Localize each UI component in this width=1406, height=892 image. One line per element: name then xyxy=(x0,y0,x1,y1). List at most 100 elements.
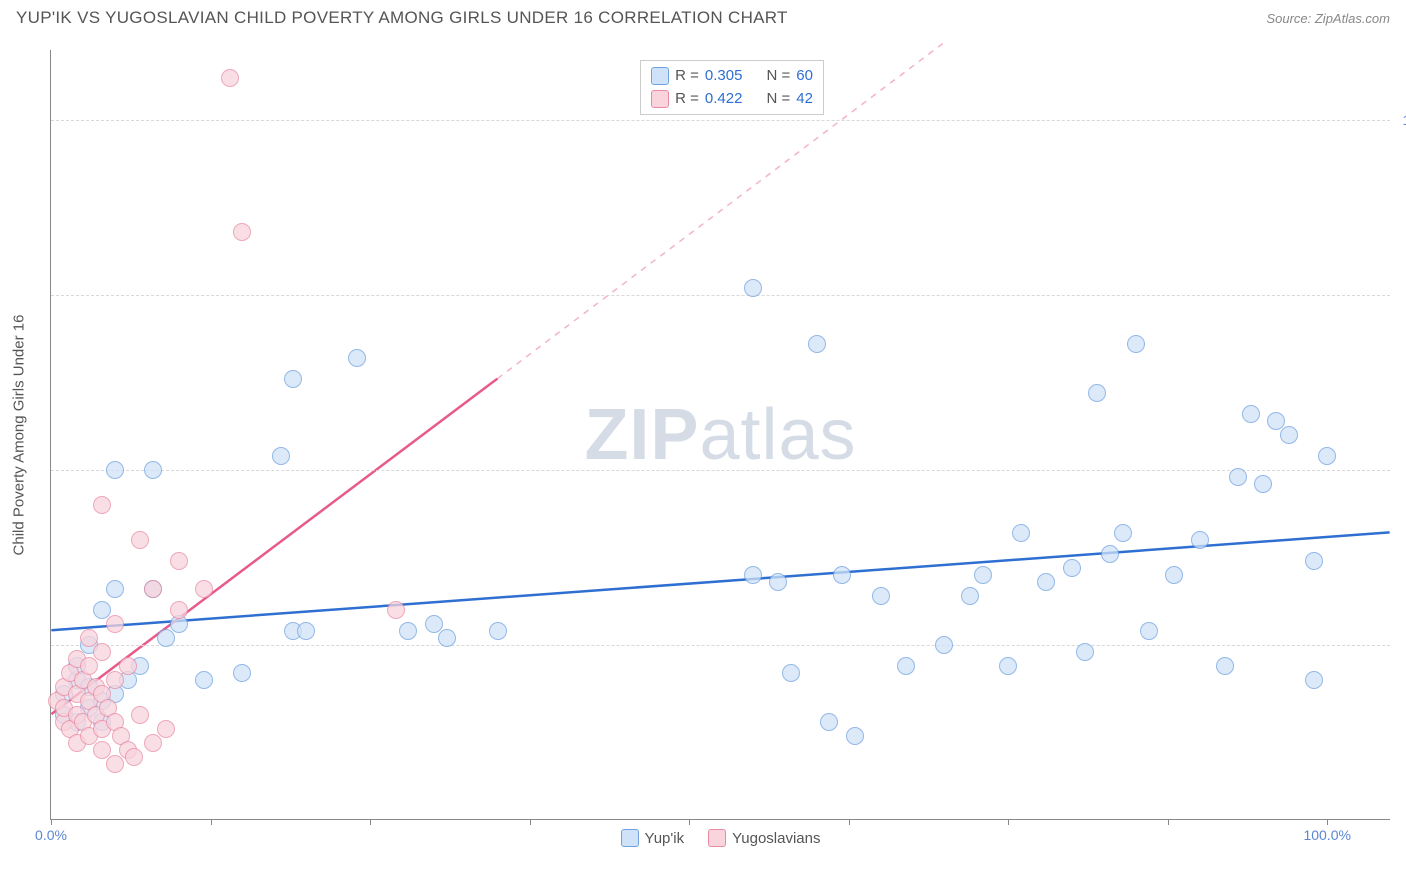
data-point-yugoslavians xyxy=(80,657,98,675)
data-point-yupik xyxy=(489,622,507,640)
data-point-yupik xyxy=(144,461,162,479)
data-point-yupik xyxy=(935,636,953,654)
data-point-yugoslavians xyxy=(144,580,162,598)
data-point-yupik xyxy=(1305,671,1323,689)
trend-line xyxy=(51,532,1389,630)
r-label: R = xyxy=(675,88,699,111)
x-tick xyxy=(1327,819,1328,825)
swatch-yugoslavians xyxy=(708,829,726,847)
data-point-yugoslavians xyxy=(170,601,188,619)
source-attribution: Source: ZipAtlas.com xyxy=(1266,11,1390,26)
y-axis-label: Child Poverty Among Girls Under 16 xyxy=(11,314,28,555)
data-point-yugoslavians xyxy=(125,748,143,766)
n-value: 42 xyxy=(796,88,813,111)
stats-row-yupik: R = 0.305N = 60 xyxy=(651,65,813,88)
data-point-yupik xyxy=(348,349,366,367)
data-point-yugoslavians xyxy=(106,755,124,773)
data-point-yupik xyxy=(106,461,124,479)
data-point-yupik xyxy=(808,335,826,353)
data-point-yugoslavians xyxy=(387,601,405,619)
x-tick xyxy=(849,819,850,825)
gridline xyxy=(51,120,1390,121)
n-label: N = xyxy=(766,65,790,88)
y-tick-label: 100.0% xyxy=(1395,112,1406,128)
data-point-yupik xyxy=(1063,559,1081,577)
data-point-yugoslavians xyxy=(93,643,111,661)
data-point-yupik xyxy=(820,713,838,731)
data-point-yupik xyxy=(1127,335,1145,353)
x-tick xyxy=(689,819,690,825)
data-point-yupik xyxy=(744,566,762,584)
data-point-yupik xyxy=(1254,475,1272,493)
data-point-yupik xyxy=(961,587,979,605)
data-point-yupik xyxy=(1088,384,1106,402)
data-point-yupik xyxy=(1242,405,1260,423)
data-point-yupik xyxy=(195,671,213,689)
scatter-chart: Child Poverty Among Girls Under 16 ZIPat… xyxy=(50,50,1390,820)
data-point-yupik xyxy=(1076,643,1094,661)
r-value: 0.422 xyxy=(705,88,743,111)
stats-row-yugoslavians: R = 0.422 N = 42 xyxy=(651,88,813,111)
data-point-yupik xyxy=(106,580,124,598)
data-point-yupik xyxy=(1305,552,1323,570)
data-point-yupik xyxy=(1229,468,1247,486)
data-point-yugoslavians xyxy=(106,615,124,633)
data-point-yugoslavians xyxy=(131,531,149,549)
x-tick xyxy=(370,819,371,825)
data-point-yugoslavians xyxy=(233,223,251,241)
x-tick xyxy=(211,819,212,825)
x-tick-label: 0.0% xyxy=(35,827,67,843)
stats-legend: R = 0.305 N = 60R = 0.422 N = 42 xyxy=(640,60,824,115)
n-label: N = xyxy=(766,88,790,111)
x-tick xyxy=(51,819,52,825)
n-value: 60 xyxy=(796,65,813,88)
data-point-yupik xyxy=(1165,566,1183,584)
y-tick-label: 75.0% xyxy=(1395,287,1406,303)
data-point-yupik xyxy=(897,657,915,675)
data-point-yugoslavians xyxy=(195,580,213,598)
x-tick-label: 100.0% xyxy=(1303,827,1350,843)
data-point-yugoslavians xyxy=(157,720,175,738)
gridline xyxy=(51,645,1390,646)
data-point-yupik xyxy=(1140,622,1158,640)
data-point-yupik xyxy=(1191,531,1209,549)
data-point-yugoslavians xyxy=(93,496,111,514)
data-point-yupik xyxy=(999,657,1017,675)
data-point-yupik xyxy=(974,566,992,584)
x-tick xyxy=(530,819,531,825)
legend-label: Yugoslavians xyxy=(732,830,820,847)
r-value: 0.305 xyxy=(705,65,743,88)
data-point-yugoslavians xyxy=(131,706,149,724)
data-point-yugoslavians xyxy=(106,671,124,689)
data-point-yupik xyxy=(1114,524,1132,542)
data-point-yupik xyxy=(1318,447,1336,465)
source-prefix: Source: xyxy=(1266,11,1314,26)
x-tick xyxy=(1168,819,1169,825)
swatch-yugoslavians xyxy=(651,90,669,108)
data-point-yupik xyxy=(1280,426,1298,444)
y-tick-label: 50.0% xyxy=(1395,462,1406,478)
data-point-yupik xyxy=(1216,657,1234,675)
source-name: ZipAtlas.com xyxy=(1315,11,1390,26)
data-point-yupik xyxy=(744,279,762,297)
swatch-yupik xyxy=(621,829,639,847)
y-tick-label: 25.0% xyxy=(1395,637,1406,653)
trend-lines-svg xyxy=(51,50,1390,819)
data-point-yupik xyxy=(284,370,302,388)
data-point-yupik xyxy=(782,664,800,682)
data-point-yupik xyxy=(399,622,417,640)
legend-item-yugoslavians: Yugoslavians xyxy=(708,829,820,847)
data-point-yupik xyxy=(438,629,456,647)
swatch-yupik xyxy=(651,67,669,85)
gridline xyxy=(51,470,1390,471)
data-point-yupik xyxy=(1037,573,1055,591)
data-point-yupik xyxy=(297,622,315,640)
data-point-yugoslavians xyxy=(221,69,239,87)
series-legend: Yup'ikYugoslavians xyxy=(621,829,821,847)
data-point-yugoslavians xyxy=(144,734,162,752)
data-point-yupik xyxy=(1012,524,1030,542)
chart-title: YUP'IK VS YUGOSLAVIAN CHILD POVERTY AMON… xyxy=(16,8,788,28)
data-point-yupik xyxy=(769,573,787,591)
data-point-yupik xyxy=(157,629,175,647)
data-point-yugoslavians xyxy=(119,657,137,675)
